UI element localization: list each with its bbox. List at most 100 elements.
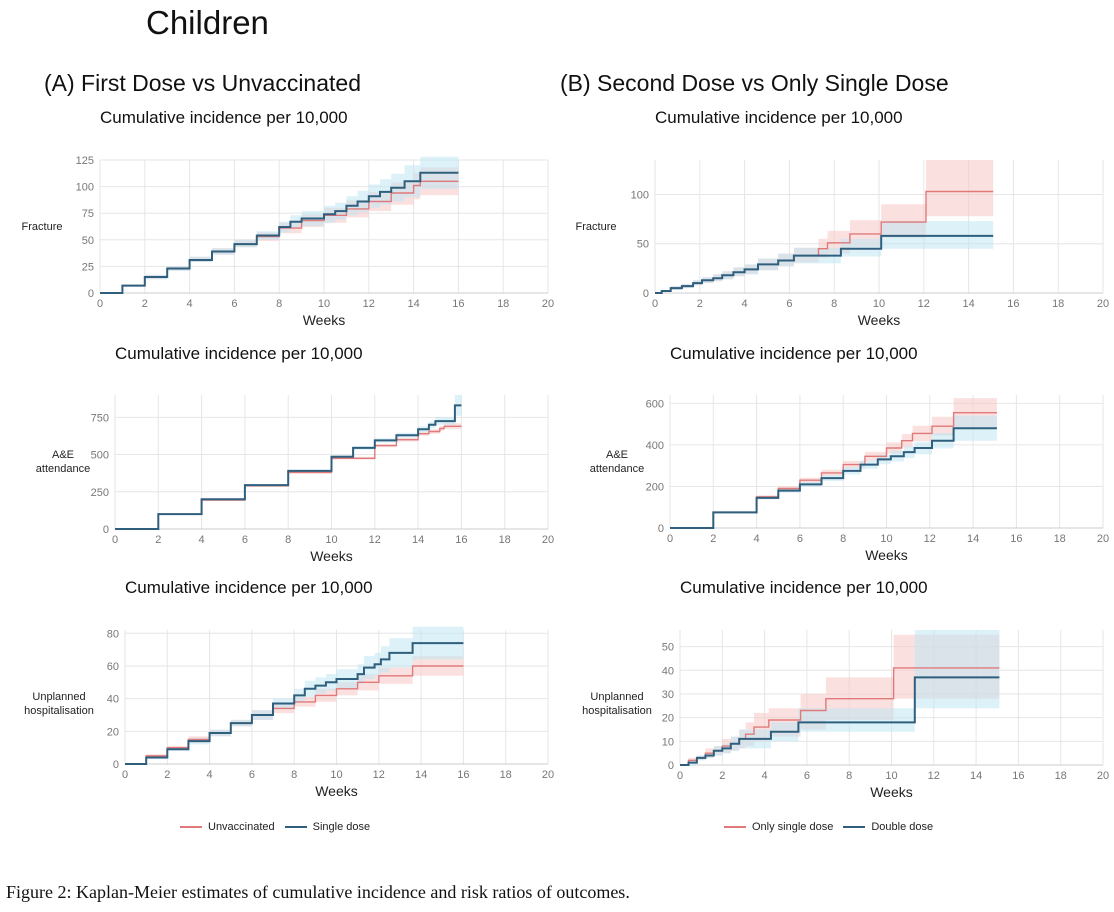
x-tick-label: 8	[831, 298, 837, 310]
x-tick-label: 2	[697, 298, 703, 310]
x-tick-label: 6	[804, 770, 810, 782]
chart-panel-A-fracture: 0 2 4 6 8 10 12 14 16 18 20 0 25 50 75 100 125 Weeks	[76, 155, 554, 328]
y-tick-label: 40	[662, 665, 674, 677]
legend-label-double-dose: Double dose	[871, 821, 934, 833]
x-tick-label: 18	[500, 769, 512, 781]
legend-label-unvaccinated: Unvaccinated	[208, 821, 275, 833]
panel-b2-title: Cumulative incidence per 10,000	[670, 344, 918, 363]
x-tick-label: 12	[918, 298, 930, 310]
x-tick-label: 14	[407, 298, 419, 310]
series-line-double-dose	[680, 676, 1000, 766]
x-tick-label: 0	[677, 770, 683, 782]
x-tick-label: 8	[846, 770, 852, 782]
chart-panel-B-hosp: 0 2 4 6 8 10 12 14 16 18 20 0 10 20 30 40 50 Weeks	[662, 630, 1109, 800]
legend-swatch-single-dose	[284, 826, 307, 828]
x-tick-label: 18	[499, 534, 511, 546]
x-tick-label: 12	[928, 770, 940, 782]
x-tick-label: 6	[231, 298, 237, 310]
x-tick-label: 0	[652, 298, 658, 310]
series-line-double-dose	[670, 427, 997, 529]
x-tick-label: 4	[754, 533, 760, 545]
panel-a2-title: Cumulative incidence per 10,000	[115, 344, 363, 363]
panel-b3-ylabel: Unplanned hospitalisation	[582, 691, 652, 717]
y-tick-label: 10	[662, 736, 674, 748]
y-tick-label: 20	[662, 713, 674, 725]
panel-a1-ylabel: Fracture	[21, 221, 63, 233]
x-tick-label: 2	[719, 770, 725, 782]
panel-b2-ylabel: A&E attendance	[589, 449, 645, 475]
y-tick-label: 200	[646, 481, 664, 493]
x-axis-label: Weeks	[870, 784, 913, 800]
panel-b1-title: Cumulative incidence per 10,000	[655, 108, 903, 127]
x-tick-label: 10	[318, 298, 330, 310]
y-tick-label: 125	[76, 155, 94, 167]
column-a-title: (A) First Dose vs Unvaccinated	[44, 70, 361, 96]
series-line-single-dose	[115, 404, 462, 530]
y-tick-label: 750	[91, 412, 109, 424]
x-tick-label: 14	[412, 534, 424, 546]
y-tick-label: 25	[82, 261, 94, 273]
figure-title: Children	[146, 4, 269, 41]
x-tick-label: 14	[962, 298, 974, 310]
legend-swatch-double-dose	[843, 826, 866, 828]
x-tick-label: 6	[786, 298, 792, 310]
y-tick-label: 50	[82, 235, 94, 247]
x-tick-label: 10	[330, 769, 342, 781]
x-tick-label: 4	[199, 534, 205, 546]
y-tick-label: 20	[107, 726, 119, 738]
ci-band-double-dose	[655, 221, 994, 293]
x-tick-label: 10	[880, 533, 892, 545]
panel-a2-ylabel: A&E attendance	[35, 449, 91, 475]
x-tick-label: 8	[840, 533, 846, 545]
ci-band-single-dose	[100, 156, 459, 293]
x-tick-label: 20	[542, 534, 554, 546]
x-tick-label: 10	[873, 298, 885, 310]
x-axis-label: Weeks	[315, 783, 358, 799]
x-tick-label: 16	[457, 769, 469, 781]
panel-a3-ylabel: Unplanned hospitalisation	[24, 691, 94, 717]
y-tick-label: 80	[107, 628, 119, 640]
y-tick-label: 0	[658, 523, 664, 535]
x-tick-label: 0	[97, 298, 103, 310]
series-line-single-dose	[125, 642, 464, 765]
y-tick-label: 40	[107, 694, 119, 706]
x-tick-label: 2	[710, 533, 716, 545]
x-axis-label: Weeks	[865, 547, 908, 563]
x-tick-label: 2	[155, 534, 161, 546]
chart-panel-A-hosp: 0 2 4 6 8 10 12 14 16 18 20 0 20 40 60 80 Weeks	[107, 626, 554, 799]
x-tick-label: 20	[1097, 533, 1109, 545]
y-tick-label: 600	[646, 398, 664, 410]
x-axis-label: Weeks	[858, 312, 901, 328]
y-tick-label: 0	[88, 288, 94, 300]
x-tick-label: 4	[187, 298, 193, 310]
x-tick-label: 16	[1007, 298, 1019, 310]
ci-band-double-dose	[680, 630, 1000, 765]
y-tick-label: 60	[107, 661, 119, 673]
legend-label-only-single-dose: Only single dose	[752, 821, 834, 833]
ci-band-double-dose	[670, 415, 997, 528]
x-tick-label: 6	[797, 533, 803, 545]
panel-b3-title: Cumulative incidence per 10,000	[680, 578, 928, 597]
x-tick-label: 18	[1055, 770, 1067, 782]
x-tick-label: 4	[762, 770, 768, 782]
y-tick-label: 0	[103, 524, 109, 536]
x-tick-label: 16	[1010, 533, 1022, 545]
x-tick-label: 0	[122, 769, 128, 781]
y-tick-label: 0	[668, 760, 674, 772]
panel-a1-title: Cumulative incidence per 10,000	[100, 108, 348, 127]
x-tick-label: 18	[1052, 298, 1064, 310]
y-tick-label: 0	[643, 288, 649, 300]
x-tick-label: 0	[667, 533, 673, 545]
series-line-only-single-dose	[670, 412, 997, 529]
x-tick-label: 20	[542, 769, 554, 781]
panel-b1-ylabel: Fracture	[575, 221, 617, 233]
x-tick-label: 14	[415, 769, 427, 781]
x-tick-label: 20	[1097, 770, 1109, 782]
x-tick-label: 6	[242, 534, 248, 546]
x-tick-label: 12	[369, 534, 381, 546]
panel-a3-title: Cumulative incidence per 10,000	[125, 578, 373, 597]
x-tick-label: 10	[885, 770, 897, 782]
x-tick-label: 20	[1097, 298, 1109, 310]
y-tick-label: 250	[91, 487, 109, 499]
series-line-double-dose	[655, 234, 994, 294]
